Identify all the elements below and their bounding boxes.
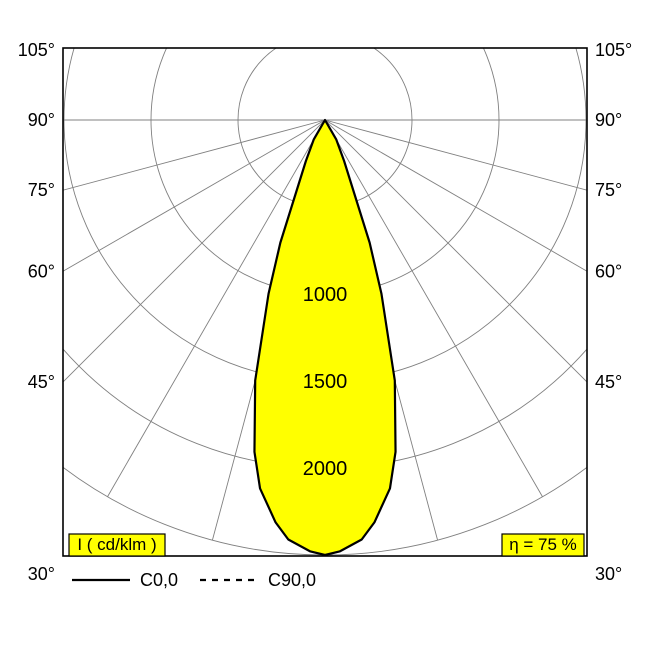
angle-label-right-30: 30°: [595, 564, 622, 584]
eta-label: η = 75 %: [509, 535, 577, 554]
angle-label-right-45: 45°: [595, 372, 622, 392]
angle-label-left-60: 60°: [28, 261, 55, 281]
angle-label-left-45: 45°: [28, 372, 55, 392]
angle-label-right-90: 90°: [595, 110, 622, 130]
angle-label-left-105: 105°: [18, 40, 55, 60]
angle-label-right-60: 60°: [595, 261, 622, 281]
angle-label-left-90: 90°: [28, 110, 55, 130]
ring-label-1500: 1500: [303, 371, 348, 393]
angle-label-right-75: 75°: [595, 180, 622, 200]
legend-c90-label: C90,0: [268, 570, 316, 590]
angle-label-left-75: 75°: [28, 180, 55, 200]
angle-label-left-30: 30°: [28, 564, 55, 584]
ring-label-1000: 1000: [303, 284, 348, 306]
c0-curve: [254, 120, 395, 555]
ring-label-2000: 2000: [303, 458, 348, 480]
legend-c0-label: C0,0: [140, 570, 178, 590]
angle-label-right-105: 105°: [595, 40, 632, 60]
units-label: I ( cd/klm ): [77, 535, 156, 554]
